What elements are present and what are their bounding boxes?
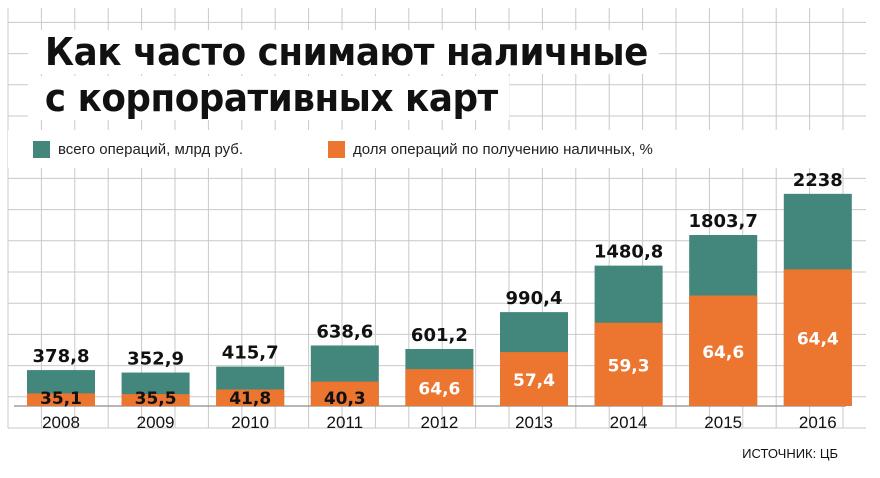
data-label-share-2009: 35,5 <box>135 389 177 409</box>
bar-share-2016 <box>783 269 852 406</box>
bar-share-2014 <box>594 322 663 406</box>
legend-label-share: доля операций по получению наличных, % <box>353 140 657 159</box>
data-label-total-2009: 352,9 <box>127 349 184 370</box>
data-label-total-2008: 378,8 <box>33 346 90 367</box>
bar-share-2015 <box>689 295 758 406</box>
chart-title-line-2: с корпоративных карт <box>28 76 510 120</box>
data-label-share-2015: 64,6 <box>702 343 744 363</box>
data-label-share-2016: 64,4 <box>797 330 839 350</box>
data-label-total-2013: 990,4 <box>506 288 563 309</box>
bar-share-2009 <box>121 394 190 406</box>
x-tick-label-2015: 2015 <box>704 413 742 432</box>
data-label-share-2012: 64,6 <box>418 380 460 400</box>
x-tick-label-2013: 2013 <box>515 413 553 432</box>
data-label-share-2011: 40,3 <box>324 389 366 409</box>
data-label-total-2011: 638,6 <box>316 321 373 342</box>
data-label-share-2013: 57,4 <box>513 371 555 391</box>
data-label-total-2010: 415,7 <box>222 343 279 364</box>
data-label-total-2014: 1480,8 <box>594 242 663 263</box>
x-tick-label-2014: 2014 <box>610 413 648 432</box>
chart-title-line-1: Как часто снимают наличные <box>28 30 660 74</box>
bar-share-2013 <box>500 352 568 406</box>
legend-swatch-share <box>328 141 345 158</box>
bar-share-2010 <box>216 389 285 406</box>
x-tick-label-2009: 2009 <box>137 413 175 432</box>
bar-share-2011 <box>310 381 379 406</box>
x-tick-label-2011: 2011 <box>327 413 364 432</box>
legend-item-total: всего операций, млрд руб. <box>33 140 248 159</box>
bars-layer <box>27 193 852 406</box>
bar-share-2008 <box>27 393 95 406</box>
legend-swatch-total <box>33 141 50 158</box>
data-label-total-2012: 601,2 <box>411 325 468 346</box>
x-tick-label-2012: 2012 <box>420 413 458 432</box>
legend-item-share: доля операций по получению наличных, % <box>328 140 657 159</box>
data-label-total-2015: 1803,7 <box>688 211 757 232</box>
x-tick-label-2010: 2010 <box>231 413 269 432</box>
data-label-total-2016: 2238 <box>793 170 843 191</box>
bar-share-2012 <box>405 369 474 406</box>
source-note: ИСТОЧНИК: ЦБ <box>740 446 840 461</box>
labels-layer: 378,8 35,1 2008 352,9 35,5 2009 415,7 41,8 2010 6… <box>33 170 843 432</box>
x-tick-label-2008: 2008 <box>42 413 80 432</box>
data-label-share-2014: 59,3 <box>608 356 650 376</box>
x-tick-label-2016: 2016 <box>799 413 837 432</box>
data-label-share-2008: 35,1 <box>40 389 82 409</box>
data-label-share-2010: 41,8 <box>229 389 271 409</box>
legend-label-total: всего операций, млрд руб. <box>58 140 248 159</box>
